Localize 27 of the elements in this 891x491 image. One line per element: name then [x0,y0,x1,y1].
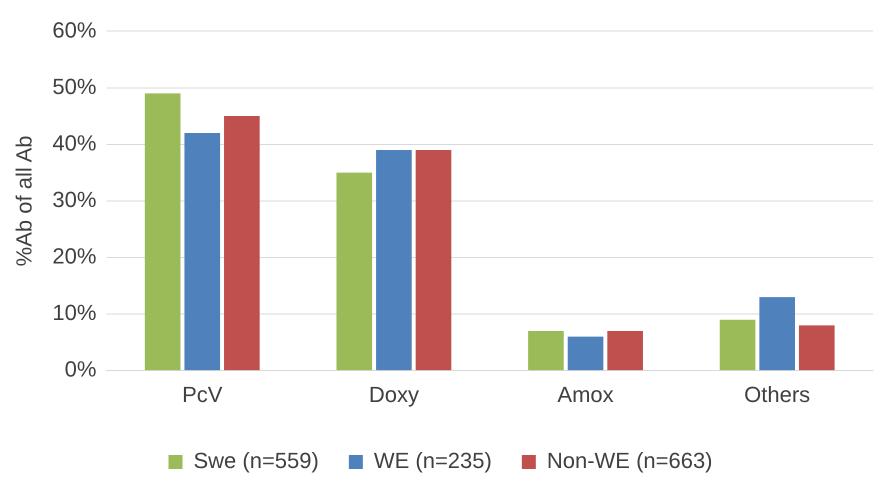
bar [224,116,260,370]
bar [798,325,835,370]
bar [720,320,756,370]
y-axis-title: %Ab of all Ab [11,135,36,266]
bar [759,297,795,370]
y-tick-label: 60% [52,17,96,42]
y-tick-label: 0% [64,356,96,382]
bar [144,93,180,370]
legend-label: Non-WE (n=663) [546,448,713,474]
bar [568,336,604,370]
bar [416,150,452,370]
y-tick-label: 10% [52,300,96,326]
y-tick-label: 30% [52,186,96,212]
y-tick-label: 20% [52,244,96,269]
x-tick-label: Others [744,382,810,407]
bar [184,133,220,370]
bar [528,331,564,370]
y-tick-label: 50% [52,74,96,99]
y-tick-label: 40% [52,130,96,156]
bar [336,172,372,370]
legend-label: WE (n=235) [374,448,492,474]
bar [607,331,643,370]
bar [376,150,412,370]
x-tick-label: PcV [182,382,223,407]
x-tick-label: Amox [557,382,614,407]
legend-label: Swe (n=559) [193,448,319,474]
x-tick-label: Doxy [368,382,419,407]
